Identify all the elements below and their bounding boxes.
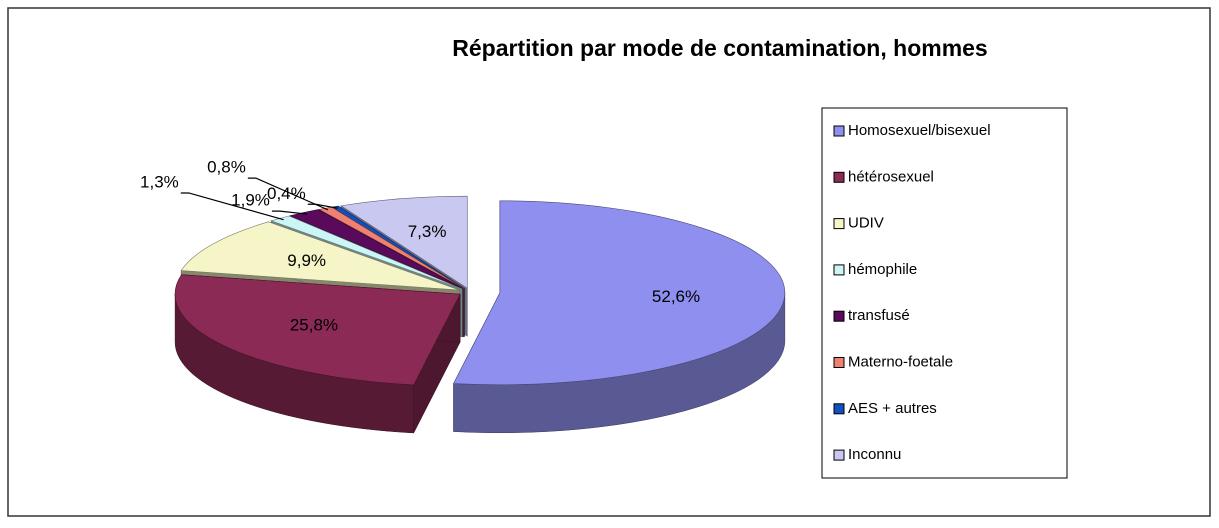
data-label: 7,3% bbox=[408, 222, 447, 241]
slice-top bbox=[289, 209, 464, 290]
legend-swatch bbox=[833, 125, 845, 137]
pie-slice bbox=[174, 274, 461, 434]
data-label: 52,6% bbox=[652, 287, 700, 306]
leader-line bbox=[247, 177, 329, 211]
data-label: 0,8% bbox=[207, 158, 246, 177]
data-label: 25,8% bbox=[290, 316, 338, 335]
data-label: 0,4% bbox=[267, 184, 306, 203]
data-label: 1,9% bbox=[231, 191, 270, 210]
data-label: 1,3% bbox=[140, 172, 179, 191]
leader-line bbox=[307, 203, 338, 209]
legend-swatch bbox=[833, 357, 845, 368]
slice-top bbox=[174, 274, 461, 386]
leader-line bbox=[271, 210, 308, 215]
slice-top bbox=[453, 200, 786, 386]
legend-label: UDIV bbox=[848, 215, 884, 232]
legend-swatch bbox=[833, 264, 845, 276]
legend-swatch bbox=[833, 310, 845, 322]
legend-swatch bbox=[833, 171, 845, 183]
chart-title: Répartition par mode de contamination, h… bbox=[452, 35, 987, 61]
legend-label: hémophile bbox=[848, 261, 917, 278]
legend-label: Homosexuel/bisexuel bbox=[848, 122, 991, 139]
data-label: 9,9% bbox=[287, 251, 326, 270]
legend-label: hétérosexuel bbox=[848, 168, 934, 185]
leader-line bbox=[180, 192, 284, 221]
legend-swatch bbox=[833, 403, 845, 415]
legend-box bbox=[821, 107, 1068, 479]
slice-top bbox=[180, 221, 460, 291]
legend-label: transfusé bbox=[848, 307, 910, 324]
legend-label: AES + autres bbox=[848, 400, 937, 417]
pie-slice bbox=[453, 200, 786, 434]
legend-swatch bbox=[833, 218, 845, 230]
legend-swatch bbox=[833, 449, 845, 461]
legend-label: Inconnu bbox=[848, 446, 901, 463]
legend-label: Materno-foetale bbox=[848, 353, 953, 370]
slice-top bbox=[340, 195, 468, 289]
